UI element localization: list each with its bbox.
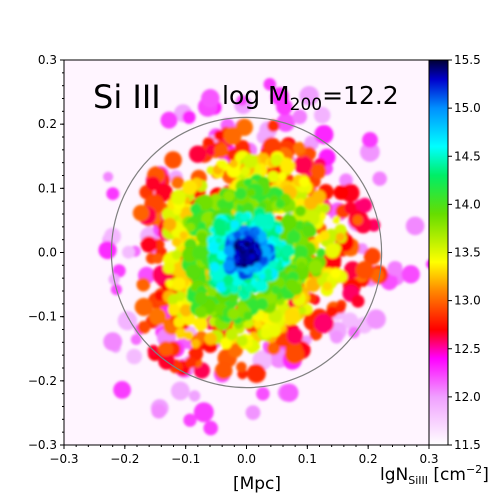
ion-label: Si III xyxy=(93,78,161,116)
x-tick-label: −0.3 xyxy=(49,452,78,466)
x-tick-label: 0.0 xyxy=(237,452,256,466)
colorbar-tick-label: 14.0 xyxy=(454,197,481,211)
x-tick-label: 0.1 xyxy=(298,452,317,466)
y-tick-label: 0.2 xyxy=(38,117,57,131)
mass-label-text: log M xyxy=(222,81,290,110)
colorbar-tick-label: 11.5 xyxy=(454,438,481,452)
colorbar-tick-label: 12.5 xyxy=(454,342,481,356)
x-tick-label: 0.3 xyxy=(419,452,438,466)
colorbar-tick-label: 14.5 xyxy=(454,149,481,163)
x-axis-label: [Mpc] xyxy=(233,474,281,494)
colorbar-axis: 15.5 15.0 14.5 14.0 13.5 13.0 12.5 12.0 11.5 xyxy=(448,53,481,452)
x-axis: −0.3 −0.2 −0.1 0.0 0.1 0.2 0.3 xyxy=(49,445,439,466)
y-tick-label: 0.1 xyxy=(38,181,57,195)
colorbar-label-unit: [cm xyxy=(428,465,466,485)
mass-label: log M200=12.2 xyxy=(222,81,399,115)
colorbar xyxy=(428,59,449,446)
column-density-map xyxy=(98,78,429,436)
colorbar-tick-label: 15.5 xyxy=(454,53,481,67)
y-axis: 0.3 0.2 0.1 0.0 −0.1 −0.2 −0.3 xyxy=(28,53,64,452)
colorbar-label-end: ] xyxy=(482,465,489,485)
colorbar-tick-label: 15.0 xyxy=(454,101,481,115)
colorbar-label-sub: SiIII xyxy=(408,474,428,487)
y-tick-label: −0.2 xyxy=(28,374,57,388)
x-tick-label: −0.1 xyxy=(171,452,200,466)
virial-radius-circle xyxy=(110,116,383,389)
y-tick-label: −0.3 xyxy=(28,438,57,452)
x-tick-label: −0.2 xyxy=(110,452,139,466)
x-tick-label: 0.2 xyxy=(359,452,378,466)
colorbar-label-main: lgN xyxy=(380,465,408,485)
y-tick-label: 0.0 xyxy=(38,246,57,260)
mass-label-value: =12.2 xyxy=(322,81,399,110)
colorbar-tick-label: 12.0 xyxy=(454,390,481,404)
colorbar-tick-label: 13.5 xyxy=(454,246,481,260)
colorbar-tick-label: 13.0 xyxy=(454,294,481,308)
colorbar-label: lgNSiIII [cm−2] xyxy=(380,463,489,487)
colorbar-label-exp: −2 xyxy=(466,463,482,476)
y-tick-label: −0.1 xyxy=(28,310,57,324)
y-tick-label: 0.3 xyxy=(38,53,57,67)
mass-label-subscript: 200 xyxy=(290,95,322,115)
